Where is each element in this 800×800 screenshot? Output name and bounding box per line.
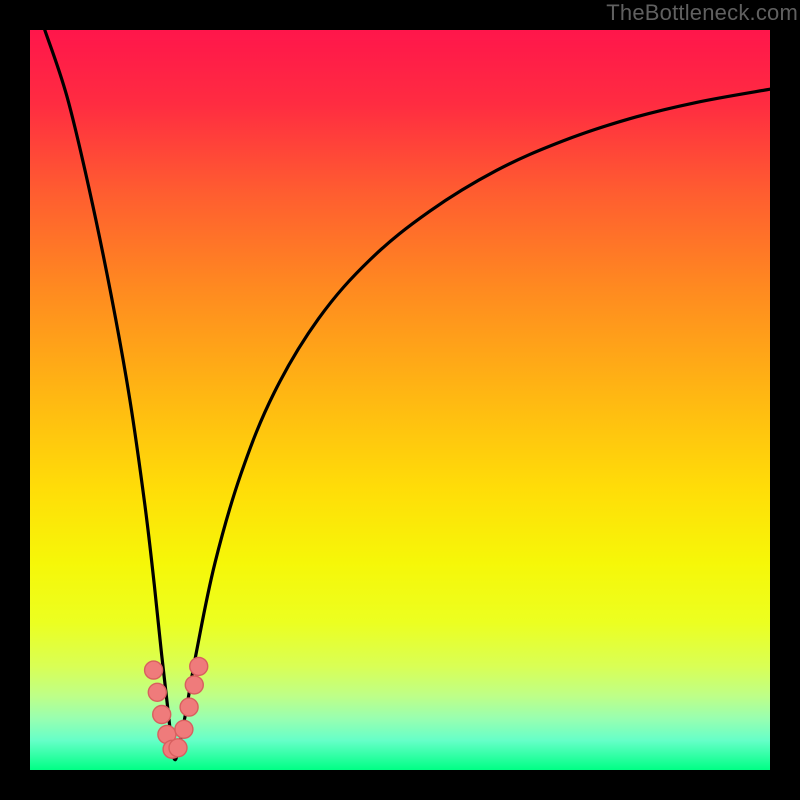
marker-point xyxy=(153,706,171,724)
curve-layer xyxy=(30,30,770,770)
attribution-label: TheBottleneck.com xyxy=(606,0,798,26)
marker-point xyxy=(185,676,203,694)
marker-point xyxy=(145,661,163,679)
marker-point xyxy=(169,739,187,757)
marker-point xyxy=(180,698,198,716)
marker-point xyxy=(190,657,208,675)
marker-point xyxy=(175,720,193,738)
marker-point xyxy=(148,683,166,701)
plot-area xyxy=(30,30,770,770)
chart-root: TheBottleneck.com xyxy=(0,0,800,800)
bottleneck-curve xyxy=(45,30,770,760)
marker-points xyxy=(145,657,208,758)
